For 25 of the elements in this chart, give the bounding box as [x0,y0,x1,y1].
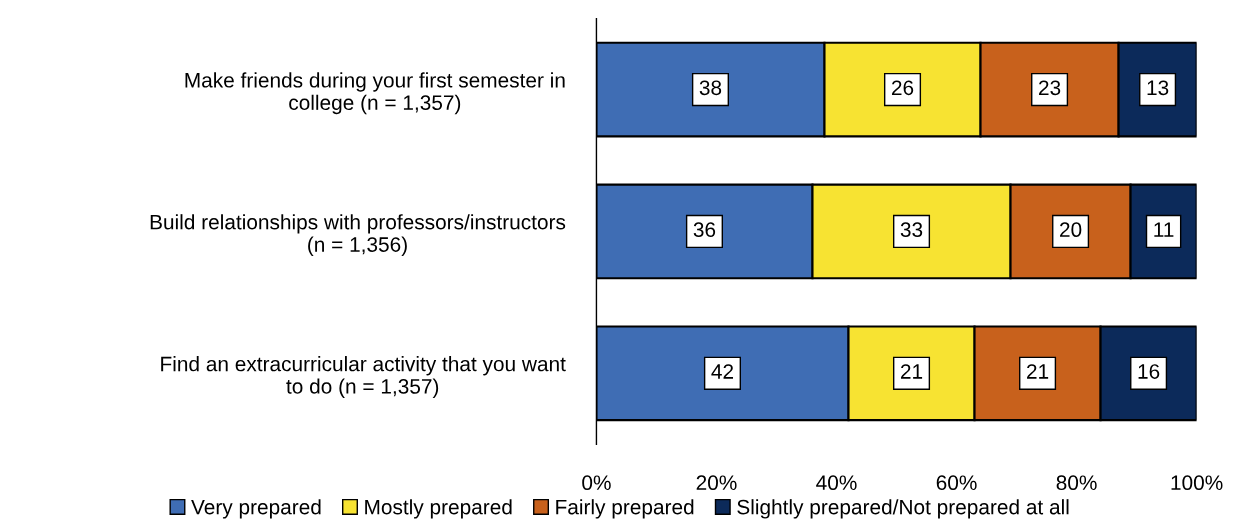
data-label: 21 [900,364,923,379]
data-label: 36 [693,222,716,238]
legend-label: Very prepared [191,499,321,519]
data-label: 11 [1154,222,1174,237]
x-tick-label: 100% [1171,475,1223,491]
legend-label: Fairly prepared [556,499,694,519]
x-tick-label: 0% [582,475,611,491]
data-label: 16 [1138,364,1160,379]
legend-label: Slightly prepared/Not prepared at all [737,499,1069,519]
x-tick-label: 80% [1056,475,1097,491]
data-label: 13 [1147,80,1169,96]
x-tick-label: 20% [696,475,737,491]
legend-label: Mostly prepared [365,499,512,519]
data-label: 33 [900,222,923,238]
data-label: 23 [1039,80,1061,96]
y-tick-label: Build relationships with professors/instructors (n = 1,356) [150,214,566,257]
x-tick-label: 40% [816,475,857,491]
data-label: 21 [1027,364,1049,379]
data-label: 42 [711,364,734,379]
y-tick-label: Find an extracurricular activity that you want to do (n = 1,357) [161,356,566,398]
data-label: 26 [891,80,914,96]
data-label: 20 [1060,222,1082,238]
x-tick-label: 60% [936,475,977,491]
y-tick-label: Make friends during your first semester in college (n = 1,357) [185,72,565,115]
data-label: 38 [699,80,722,96]
